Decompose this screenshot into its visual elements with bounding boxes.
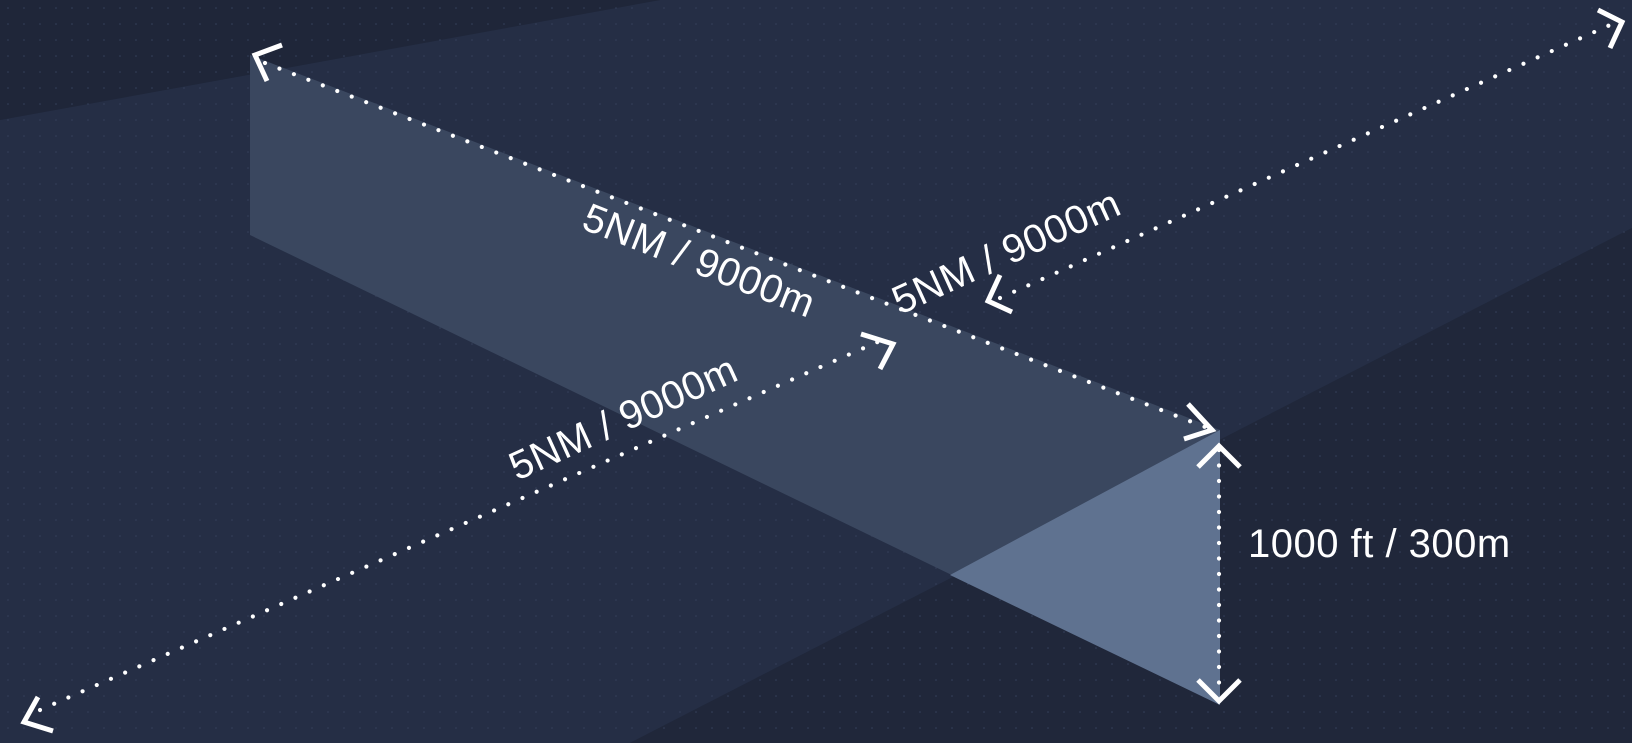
airspace-volume-end [950, 430, 1220, 705]
airspace-volume-side [250, 55, 1220, 705]
height-arrow-top-icon [1196, 442, 1242, 469]
height-dimension: 1000 ft / 300m [1196, 442, 1511, 705]
height-label: 1000 ft / 300m [1248, 522, 1511, 566]
length-arrow-start-icon [251, 42, 283, 83]
length-arrow-end-icon [1183, 402, 1217, 442]
right-width-arrow-end-icon [1596, 7, 1626, 50]
left-width-dotted-line [37, 337, 885, 713]
right-width-dotted-line [997, 22, 1613, 301]
right-width-arrow-start-icon [984, 273, 1014, 315]
left-width-arrow-end-icon [860, 331, 897, 371]
left-width-arrow-start-icon [20, 695, 54, 734]
height-arrow-bottom-icon [1196, 678, 1242, 705]
